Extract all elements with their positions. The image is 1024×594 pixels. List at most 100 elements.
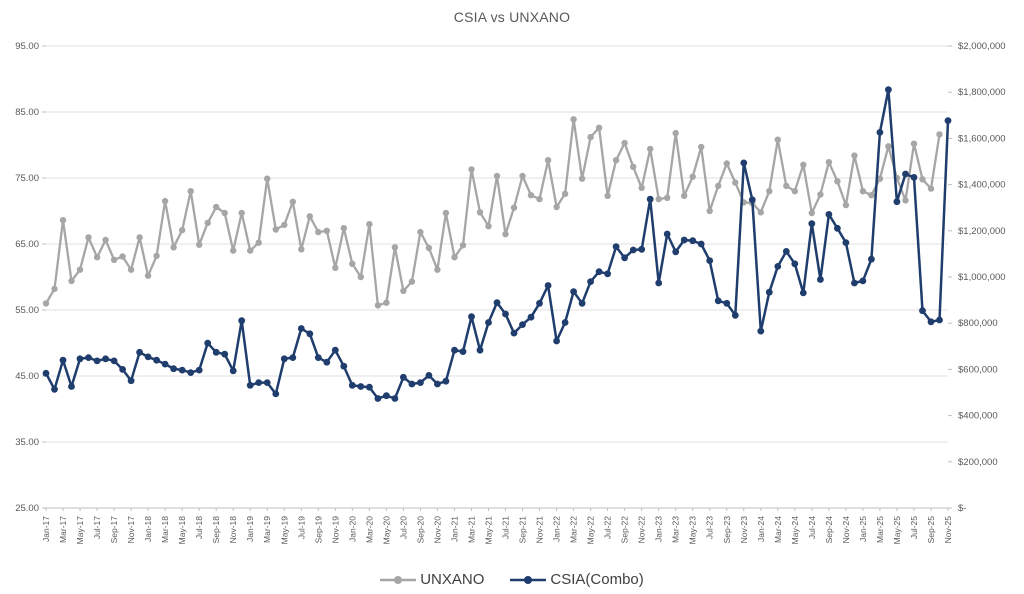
- csia-marker: [136, 348, 144, 356]
- unxano-marker: [179, 226, 186, 234]
- x-axis-tick-label: Mar-23: [671, 516, 681, 543]
- x-axis-tick-label: Nov-22: [637, 516, 647, 544]
- unxano-marker: [808, 209, 815, 217]
- x-axis-tick-label: Jan-18: [143, 516, 153, 542]
- x-axis-tick-label: Jul-22: [603, 516, 613, 539]
- unxano-marker: [459, 242, 467, 249]
- csia-marker: [170, 365, 178, 373]
- x-axis-tick-label: May-18: [177, 516, 187, 545]
- unxano-marker: [238, 209, 245, 217]
- csia-marker: [178, 366, 186, 374]
- unxano-marker: [698, 143, 705, 151]
- x-axis-tick-label: Mar-25: [875, 516, 885, 543]
- csia-marker: [638, 245, 646, 253]
- unxano-marker: [340, 225, 347, 232]
- csia-marker: [919, 307, 926, 315]
- x-axis-tick-label: May-19: [279, 516, 289, 545]
- unxano-marker: [587, 133, 594, 141]
- unxano-marker: [595, 124, 603, 131]
- csia-marker: [161, 360, 169, 368]
- right-axis-tick-label: $1,800,000: [958, 87, 1006, 98]
- unxano-marker: [655, 195, 662, 203]
- x-axis-tick-label: Jan-21: [449, 516, 459, 542]
- csia-marker: [391, 395, 399, 402]
- csia-marker: [655, 279, 663, 287]
- unxano-marker: [468, 166, 475, 173]
- x-axis-tick-label: Sep-25: [926, 516, 936, 544]
- x-axis-tick-label: Jan-20: [347, 516, 357, 542]
- x-axis-tick-label: Mar-22: [569, 516, 579, 543]
- x-axis-tick-label: Jan-23: [654, 516, 664, 542]
- csia-marker: [740, 159, 748, 167]
- x-axis-tick-label: Nov-18: [228, 516, 238, 544]
- csia-marker: [459, 348, 467, 355]
- unxano-marker: [400, 287, 407, 295]
- csia-marker: [910, 174, 918, 181]
- csia-marker: [68, 383, 75, 390]
- unxano-marker: [936, 131, 943, 138]
- unxano-marker: [255, 239, 262, 246]
- unxano-marker: [366, 221, 373, 228]
- csia-marker: [782, 248, 790, 255]
- unxano-marker: [817, 191, 824, 198]
- legend-item-unxano: UNXANO: [380, 572, 484, 587]
- right-axis-tick-label: $600,000: [958, 364, 998, 375]
- unxano-marker: [425, 244, 433, 252]
- x-axis-tick-label: May-21: [483, 516, 493, 545]
- x-axis-tick-label: Jan-19: [245, 516, 255, 542]
- csia-marker: [842, 239, 850, 247]
- csia-marker: [944, 117, 952, 124]
- csia-marker: [765, 288, 773, 296]
- csia-marker: [936, 316, 943, 324]
- legend-label-unxano: UNXANO: [420, 571, 485, 588]
- x-axis-tick-label: Jul-25: [909, 516, 919, 539]
- unxano-marker: [647, 145, 654, 153]
- csia-marker: [834, 224, 841, 232]
- unxano-marker: [213, 203, 220, 211]
- csia-marker: [51, 385, 58, 393]
- unxano-marker: [221, 209, 228, 217]
- unxano-marker: [323, 227, 330, 234]
- unxano-marker: [561, 190, 569, 197]
- unxano-marker: [161, 197, 169, 205]
- unxano-marker: [638, 184, 645, 192]
- unxano-marker: [834, 178, 841, 185]
- csia-marker: [544, 282, 552, 289]
- unxano-marker: [621, 139, 628, 147]
- csia-marker: [306, 330, 314, 338]
- unxano-marker: [859, 188, 867, 195]
- unxano-marker: [110, 256, 118, 263]
- csia-marker: [42, 369, 50, 377]
- chart-legend: UNXANO CSIA(Combo): [0, 572, 1024, 587]
- csia-marker: [748, 196, 756, 204]
- unxano-marker: [383, 299, 390, 306]
- csia-marker: [859, 277, 867, 285]
- x-axis-tick-label: Nov-21: [535, 516, 545, 544]
- x-axis-tick-label: Nov-23: [739, 516, 749, 544]
- left-axis-tick-label: 95.00: [15, 41, 39, 52]
- unxano-marker: [825, 159, 833, 166]
- unxano-marker: [476, 209, 484, 216]
- csia-marker: [774, 263, 782, 270]
- unxano-marker: [298, 246, 305, 253]
- csia-marker: [493, 299, 501, 306]
- chart-title: CSIA vs UNXANO: [453, 9, 571, 25]
- csia-marker: [289, 354, 297, 361]
- x-axis-tick-label: Jan-25: [858, 516, 868, 542]
- x-axis-tick-label: Mar-18: [160, 516, 170, 543]
- unxano-marker: [536, 195, 543, 203]
- unxano-marker: [664, 194, 671, 201]
- x-axis-tick-label: Sep-21: [518, 516, 528, 544]
- csia-marker: [876, 129, 884, 136]
- csia-marker: [578, 299, 586, 307]
- csia-marker: [680, 236, 688, 244]
- csia-marker: [536, 299, 543, 307]
- csia-marker: [851, 279, 858, 287]
- csia-marker: [110, 357, 118, 365]
- unxano-marker: [485, 223, 492, 230]
- right-axis-tick-label: $1,600,000: [958, 133, 1006, 144]
- csia-marker: [59, 356, 67, 364]
- csia-marker: [468, 313, 475, 321]
- x-axis-tick-label: Mar-21: [466, 516, 476, 543]
- csia-marker: [204, 339, 212, 347]
